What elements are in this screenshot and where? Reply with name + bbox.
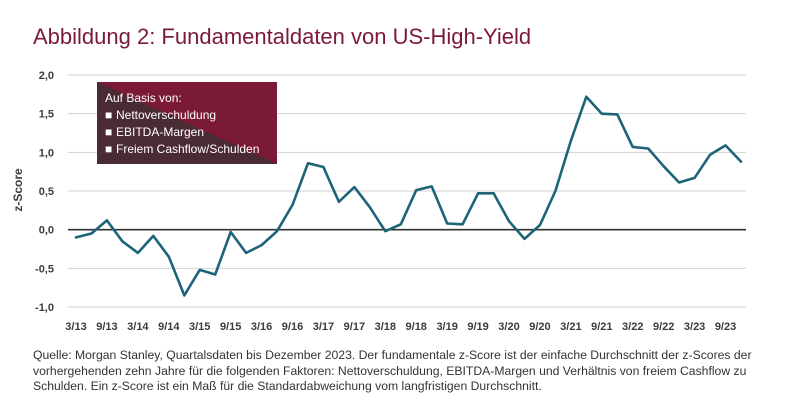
x-tick-label: 9/19: [467, 321, 488, 333]
x-tick-label: 3/16: [251, 321, 272, 333]
legend: Auf Basis von: ■ Nettoverschuldung ■ EBI…: [97, 82, 277, 164]
x-tick-label: 9/14: [158, 321, 180, 333]
y-axis-label: z-Score: [11, 168, 25, 212]
x-tick-label: 3/18: [375, 321, 396, 333]
x-tick-label: 3/19: [436, 321, 457, 333]
legend-item: EBITDA-Margen: [116, 125, 204, 139]
y-tick-label: 2,0: [39, 70, 54, 82]
y-tick-label: 0,0: [39, 225, 54, 237]
x-tick-label: 9/13: [96, 321, 117, 333]
legend-box: [97, 82, 277, 164]
x-tick-label: 9/18: [406, 321, 427, 333]
x-tick-label: 9/20: [529, 321, 550, 333]
x-tick-label: 9/21: [591, 321, 612, 333]
y-tick-label: 0,5: [39, 186, 54, 198]
x-tick-label: 9/23: [715, 321, 736, 333]
x-tick-label: 3/20: [498, 321, 519, 333]
line-chart: 2,0 1,5 1,0 0,5 0,0 -0,5 -1,0 3/13 9/13 3/14 9/14…: [11, 70, 746, 333]
legend-heading: Auf Basis von:: [105, 91, 182, 105]
x-tick-label: 3/13: [65, 321, 86, 333]
x-tick-labels: 3/13 9/13 3/14 9/14 3/15 9/15 3/16 9/16 3/17 9/17…: [65, 321, 736, 333]
series-line-z-score: [74, 95, 743, 297]
y-tick-labels: 2,0 1,5 1,0 0,5 0,0 -0,5 -1,0: [35, 70, 54, 314]
x-tick-label: 3/15: [189, 321, 210, 333]
y-tick-label: -1,0: [35, 302, 54, 314]
x-tick-label: 3/17: [313, 321, 334, 333]
x-tick-label: 3/14: [127, 321, 149, 333]
legend-item: Nettoverschuldung: [116, 108, 216, 122]
y-tick-label: -0,5: [35, 263, 54, 275]
x-tick-label: 3/23: [684, 321, 705, 333]
x-tick-label: 9/17: [344, 321, 365, 333]
y-tick-label: 1,5: [39, 109, 54, 121]
legend-bullet: ■: [105, 125, 112, 139]
x-tick-label: 3/21: [560, 321, 581, 333]
legend-bullet: ■: [105, 142, 112, 156]
legend-item: Freiem Cashflow/Schulden: [116, 142, 259, 156]
x-tick-label: 3/22: [622, 321, 643, 333]
x-tick-label: 9/15: [220, 321, 241, 333]
x-tick-label: 9/16: [282, 321, 303, 333]
y-tick-label: 1,0: [39, 147, 54, 159]
legend-bullet: ■: [105, 108, 112, 122]
chart-title: Abbildung 2: Fundamentaldaten von US-Hig…: [33, 24, 532, 49]
x-tick-label: 9/22: [653, 321, 674, 333]
source-note: Quelle: Morgan Stanley, Quartalsdaten bi…: [33, 348, 752, 393]
